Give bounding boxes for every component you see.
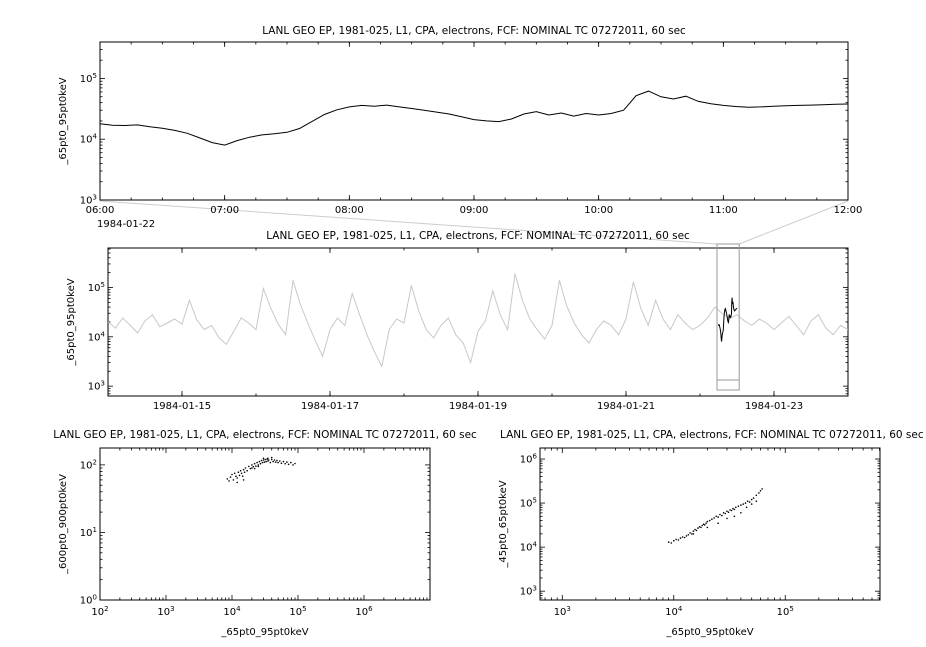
selected-interval-highlight (718, 297, 738, 342)
svg-text:06:00: 06:00 (86, 205, 115, 216)
zoom-chart-title: LANL GEO EP, 1981-025, L1, CPA, electron… (262, 25, 686, 37)
zoom-timeseries-axes: 06:00 07:00 08:00 09:00 10:00 11:00 12:00 103 10… (80, 41, 863, 216)
svg-text:101: 101 (80, 526, 97, 539)
svg-text:105: 105 (88, 281, 105, 294)
scatter-45-65-plot-frame (539, 447, 881, 601)
scatter-600-900-ylabel: _600pt0_900pt0keV (58, 474, 69, 575)
svg-text:103: 103 (80, 194, 97, 207)
svg-text:09:00: 09:00 (460, 205, 489, 216)
scatter-600-900-axes: 102 103 104 105 106 100 101 102 (80, 447, 431, 618)
svg-text:1984-01-15: 1984-01-15 (153, 401, 211, 412)
svg-text:1984-01-21: 1984-01-21 (597, 401, 655, 412)
context-chart-title: LANL GEO EP, 1981-025, L1, CPA, electron… (266, 230, 690, 242)
zoom-timeseries-ylabel: _65pt0_95pt0keV (58, 77, 69, 165)
scatter-600-900-plot-frame (99, 447, 431, 601)
svg-text:103: 103 (157, 605, 174, 618)
zoom-timeseries-plot-frame (99, 41, 849, 201)
context-timeseries: 1984-01-15 1984-01-17 1984-01-19 1984-01-21… (66, 243, 849, 412)
zoom-chart-start-date-label: 1984-01-22 (97, 219, 156, 230)
scatter-45-65-ylabel: _45pt0_65pt0keV (498, 480, 509, 568)
svg-text:103: 103 (88, 380, 105, 393)
svg-text:105: 105 (777, 605, 794, 618)
scatter-600-900: 102 103 104 105 106 100 101 102 _600pt0_900pt0ke… (58, 447, 431, 618)
svg-text:105: 105 (80, 72, 97, 85)
svg-text:103: 103 (520, 585, 537, 598)
svg-text:104: 104 (88, 330, 106, 343)
svg-text:1984-01-19: 1984-01-19 (449, 401, 507, 412)
svg-text:103: 103 (554, 605, 571, 618)
svg-text:1984-01-17: 1984-01-17 (301, 401, 359, 412)
svg-text:106: 106 (355, 605, 373, 618)
svg-text:11:00: 11:00 (709, 205, 738, 216)
scatter-600-900-scatter-points (226, 456, 296, 484)
svg-text:104: 104 (665, 605, 683, 618)
zoom-link-connectors (99, 200, 849, 245)
zoom-timeseries: 06:00 07:00 08:00 09:00 10:00 11:00 12:00 103 10… (58, 41, 863, 216)
electron-flux-65-95keV-context (107, 273, 849, 369)
svg-text:105: 105 (289, 605, 306, 618)
svg-text:102: 102 (80, 458, 97, 471)
scatter-600-900-title: LANL GEO EP, 1981-025, L1, CPA, electron… (53, 429, 477, 441)
svg-text:12:00: 12:00 (834, 205, 863, 216)
zoom-link-right-line (739, 200, 849, 245)
scatter-45-65-xlabel: _65pt0_95pt0keV (666, 627, 754, 638)
scatter-45-65-axes: 103 104 105 103 104 105 106 (520, 447, 881, 618)
scatter-45-65-scatter-points (667, 488, 763, 544)
svg-text:102: 102 (91, 605, 108, 618)
svg-text:100: 100 (80, 594, 97, 607)
scatter-45-65: 103 104 105 103 104 105 106 _45pt0_65pt0keV (498, 447, 881, 618)
context-timeseries-ylabel: _65pt0_95pt0keV (66, 278, 77, 366)
svg-text:105: 105 (520, 497, 537, 510)
svg-text:104: 104 (520, 541, 538, 554)
context-timeseries-plot-frame (107, 247, 849, 397)
context-timeseries-axes: 1984-01-15 1984-01-17 1984-01-19 1984-01-21… (88, 247, 849, 412)
scatter-600-900-xlabel: _65pt0_95pt0keV (221, 627, 309, 638)
svg-text:07:00: 07:00 (210, 205, 239, 216)
electron-flux-65-95keV-zoom (99, 90, 849, 146)
svg-text:10:00: 10:00 (584, 205, 613, 216)
scatter-45-65-title: LANL GEO EP, 1981-025, L1, CPA, electron… (500, 429, 924, 441)
svg-text:104: 104 (223, 605, 241, 618)
zoom-selection-brush[interactable] (716, 243, 740, 391)
svg-text:1984-01-23: 1984-01-23 (745, 401, 803, 412)
zoom-link-left-line (99, 200, 718, 245)
svg-text:08:00: 08:00 (335, 205, 364, 216)
svg-text:106: 106 (520, 453, 538, 466)
svg-text:104: 104 (80, 133, 98, 146)
